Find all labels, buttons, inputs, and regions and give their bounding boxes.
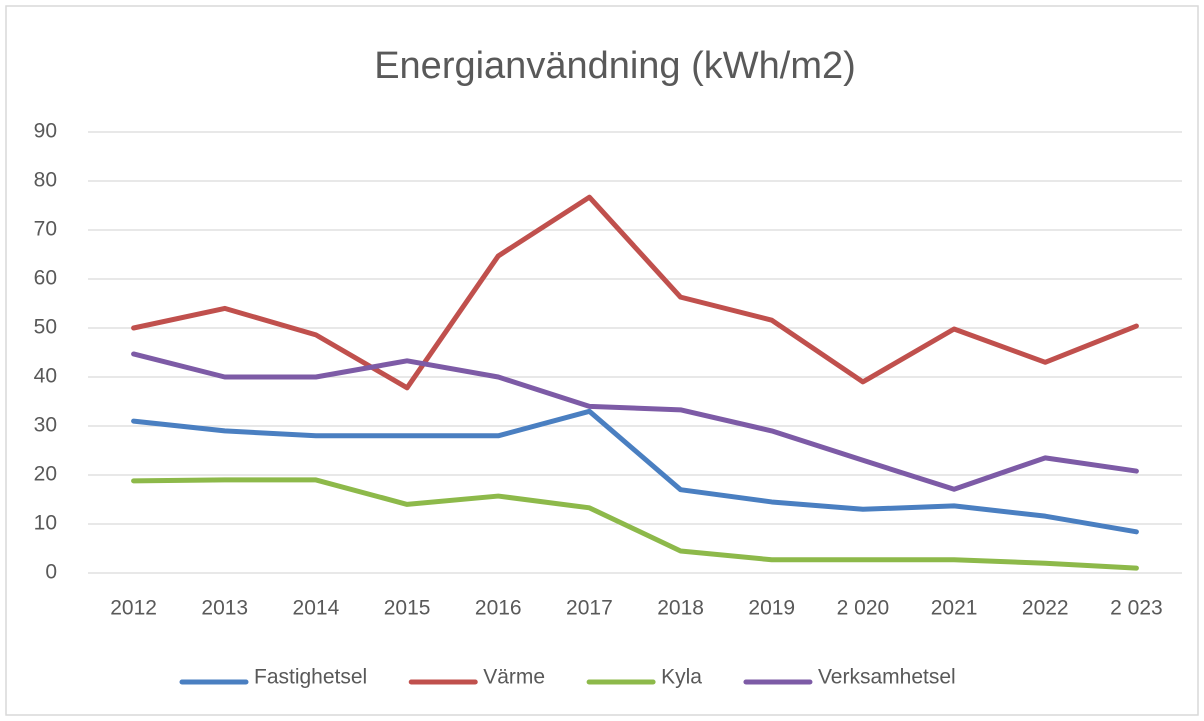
series-line — [131, 477, 1139, 571]
legend-label: Värme — [483, 666, 545, 689]
x-tick-label: 2012 — [110, 597, 157, 620]
y-tick-label: 70 — [34, 218, 57, 241]
x-tick-label: 2018 — [657, 597, 704, 620]
x-tick-label: 2015 — [384, 597, 431, 620]
x-tick-label: 2 020 — [837, 597, 890, 620]
series-line — [131, 194, 1139, 391]
chart-title: Energianvändning (kWh/m2) — [374, 45, 856, 87]
y-tick-label: 30 — [34, 414, 57, 437]
series-line — [131, 408, 1139, 535]
x-tick-label: 2016 — [475, 597, 522, 620]
x-tick-label: 2022 — [1022, 597, 1069, 620]
series-line — [131, 351, 1139, 492]
y-tick-label: 10 — [34, 512, 57, 535]
x-tick-label: 2017 — [566, 597, 613, 620]
legend-label: Kyla — [661, 666, 702, 689]
y-tick-label: 50 — [34, 316, 57, 339]
legend-label: Verksamhetsel — [818, 666, 956, 689]
x-tick-label: 2014 — [293, 597, 340, 620]
x-tick-label: 2013 — [201, 597, 248, 620]
chart-border — [5, 5, 1199, 716]
y-tick-label: 90 — [34, 120, 57, 143]
y-tick-label: 40 — [34, 365, 57, 388]
y-tick-label: 60 — [34, 267, 57, 290]
y-tick-label: 80 — [34, 169, 57, 192]
y-tick-label: 20 — [34, 463, 57, 486]
x-tick-label: 2019 — [748, 597, 795, 620]
x-tick-label: 2 023 — [1110, 597, 1163, 620]
y-tick-label: 0 — [45, 561, 57, 584]
legend-label: Fastighetsel — [254, 666, 367, 689]
x-tick-label: 2021 — [931, 597, 978, 620]
